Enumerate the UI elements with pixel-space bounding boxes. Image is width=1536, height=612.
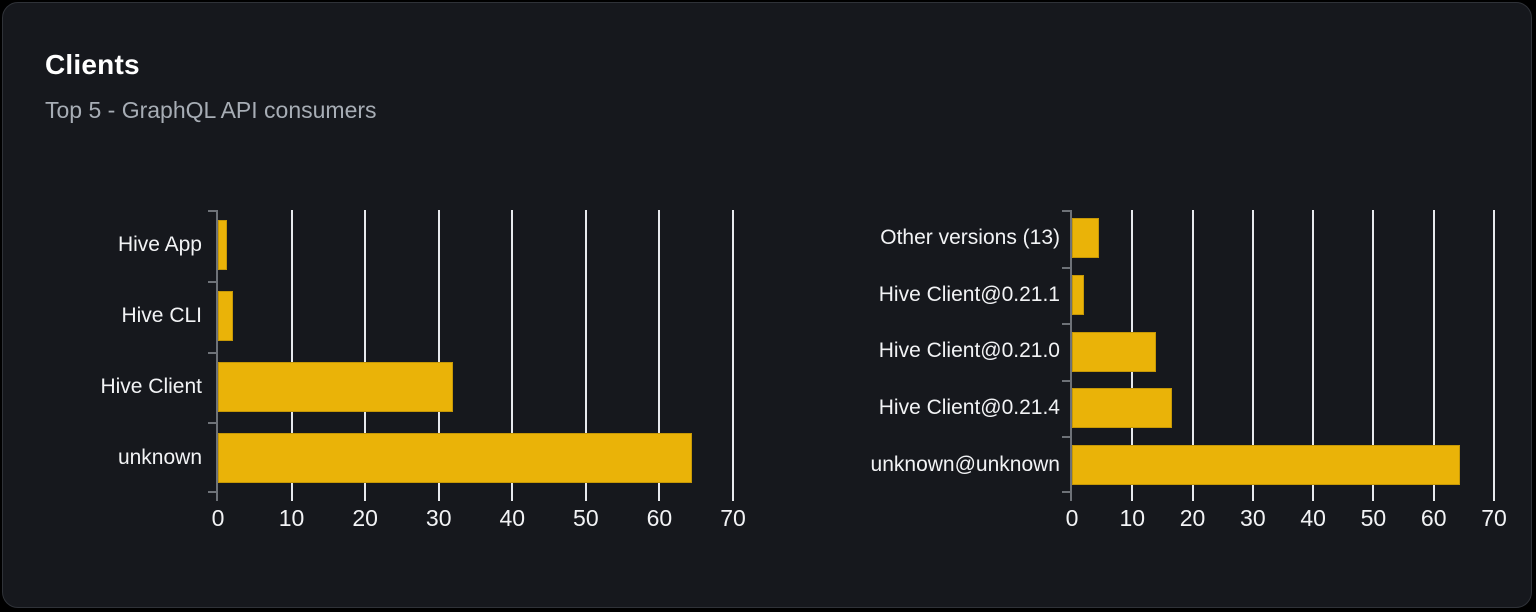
bar-hive-cli: [218, 291, 233, 342]
y-axis-tick: [208, 210, 217, 212]
gridline: [1312, 210, 1315, 501]
x-tick-label: 60: [646, 505, 673, 531]
x-tick-label: 40: [1300, 505, 1326, 531]
x-tick-label: 70: [720, 505, 746, 531]
y-axis-tick: [208, 280, 217, 283]
y-axis-line: [216, 210, 218, 501]
gridline: [584, 210, 587, 501]
bar-hive-client-0-21-1: [1072, 274, 1085, 315]
category-label: Hive Client@0.21.1: [878, 282, 1060, 306]
x-tick-label: 60: [1420, 505, 1447, 531]
x-tick-label: 50: [573, 505, 599, 531]
x-tick-label: 20: [1179, 505, 1206, 531]
clients-bar-chart: Hive App Hive CLI Hive Client unknown 0 10 20 3…: [87, 210, 746, 531]
x-tick-label: 0: [1065, 505, 1079, 531]
gridline: [1191, 210, 1194, 501]
plot-area: 0 10 20 30 40 50 60 70: [208, 210, 746, 531]
y-axis-labels: Other versions (13) Hive Client@0.21.1 Hiv…: [851, 210, 1060, 493]
y-axis-tick: [1062, 491, 1071, 493]
bar-hive-client-0-21-4: [1072, 388, 1173, 429]
gridline: [1372, 210, 1375, 501]
y-axis-tick: [1062, 266, 1071, 269]
x-tick-label: 30: [1240, 505, 1266, 531]
bar-other-versions-13-: [1072, 218, 1099, 259]
y-axis-tick: [208, 422, 217, 425]
gridline: [1432, 210, 1435, 501]
x-tick-label: 20: [352, 505, 378, 531]
y-axis-line: [1070, 210, 1072, 501]
y-axis-tick: [1062, 210, 1071, 212]
card-subtitle: Top 5 - GraphQL API consumers: [45, 97, 377, 123]
category-label: Hive CLI: [121, 304, 202, 328]
category-label: unknown: [117, 445, 202, 469]
y-axis-tick: [1062, 323, 1071, 326]
x-tick-label: 0: [211, 505, 225, 531]
gridline: [1493, 210, 1495, 501]
category-label: Hive Client@0.21.0: [878, 339, 1060, 363]
gridline: [290, 210, 293, 501]
y-axis-tick: [208, 491, 217, 493]
y-axis-tick: [1062, 379, 1071, 382]
plot-area: 0 10 20 30 40 50 60 70: [1062, 210, 1507, 531]
category-label: Hive App: [117, 233, 202, 257]
gridline: [658, 210, 661, 501]
gridline: [1251, 210, 1254, 501]
category-label: Hive Client: [100, 374, 202, 398]
x-tick-label: 70: [1481, 505, 1507, 531]
client-versions-bar-chart: Other versions (13) Hive Client@0.21.1 Hiv…: [851, 210, 1507, 531]
bar-hive-app: [218, 220, 227, 271]
bar-hive-client-0-21-0: [1072, 331, 1157, 372]
category-label: Other versions (13): [880, 226, 1060, 250]
bar-unknown: [218, 432, 692, 483]
x-tick-label: 30: [425, 505, 452, 531]
category-label: unknown@unknown: [870, 452, 1060, 476]
x-tick-label: 10: [1119, 505, 1146, 531]
x-tick-label: 10: [278, 505, 305, 531]
y-axis-tick: [1062, 436, 1071, 439]
bar-hive-client: [218, 361, 454, 412]
y-axis-tick: [208, 351, 217, 354]
x-tick-label: 40: [499, 505, 526, 531]
y-axis-labels: Hive App Hive CLI Hive Client unknown: [87, 210, 202, 493]
bar-unknown-unknown: [1072, 444, 1461, 485]
gridline: [511, 210, 514, 501]
gridline: [732, 210, 734, 501]
card-title: Clients: [45, 49, 140, 80]
category-label: Hive Client@0.21.4: [878, 396, 1060, 420]
gridline: [437, 210, 440, 501]
gridline: [364, 210, 367, 501]
x-tick-label: 50: [1360, 505, 1387, 531]
